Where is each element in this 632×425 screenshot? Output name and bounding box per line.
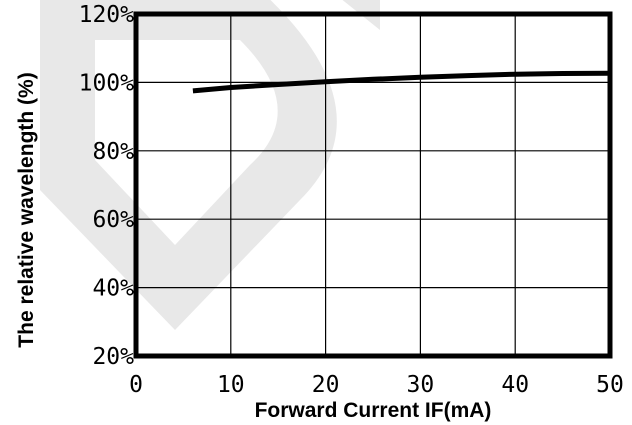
x-tick-labels: 0 10 20 30 40 50 — [129, 372, 624, 398]
x-tick-label: 20 — [312, 372, 340, 398]
y-axis-title: The relative wavelength (%) — [15, 72, 38, 347]
x-tick-label: 50 — [596, 372, 624, 398]
y-tick-label: 60% — [92, 207, 134, 233]
y-tick-label: 120% — [79, 2, 135, 28]
y-tick-label: 100% — [79, 70, 135, 96]
x-axis-title: Forward Current IF(mA) — [255, 399, 492, 422]
x-tick-label: 40 — [501, 372, 529, 398]
y-tick-label: 80% — [92, 139, 134, 165]
x-tick-label: 30 — [407, 372, 435, 398]
grid — [136, 14, 610, 356]
watermark — [40, 0, 380, 330]
y-tick-label: 40% — [92, 276, 134, 302]
series-line — [192, 70, 611, 94]
x-tick-label: 10 — [217, 372, 245, 398]
plot-frame — [133, 11, 613, 359]
y-tick-label: 20% — [92, 344, 134, 370]
y-tick-labels: 20% 40% 60% 80% 100% 120% — [79, 2, 135, 370]
x-tick-label: 0 — [129, 372, 143, 398]
